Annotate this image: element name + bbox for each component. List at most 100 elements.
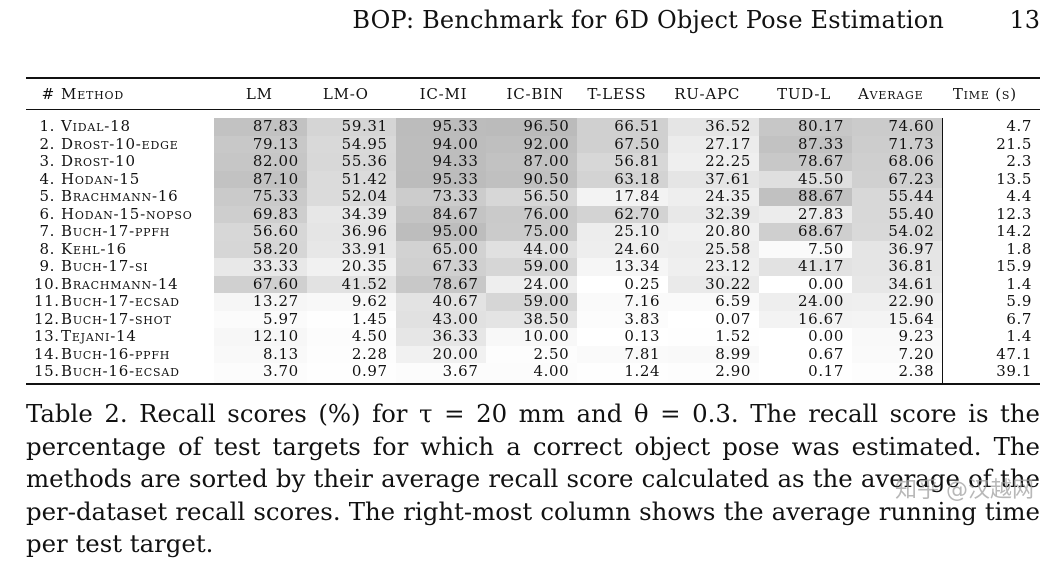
cell-time: 47.1 [996,344,1032,363]
cell-rank: 15. [34,362,60,380]
cell-average: 68.06 [851,152,944,171]
cell-t-less: 0.25 [577,275,669,293]
cell-method: Drost-10-edge [61,134,179,153]
cell-method: Hodan-15-nopso [61,204,193,223]
cell-tud-l: 0.67 [759,345,852,363]
cell-ic-mi: 84.67 [395,205,487,223]
cell-lm: 33.33 [213,257,307,276]
cell-method: Buch-17-ecsad [61,292,180,310]
cell-ic-bin: 4.00 [486,362,578,383]
cell-tud-l: 41.17 [759,257,852,276]
cell-lm: 12.10 [213,327,307,346]
cell-ru-apc: 30.22 [668,275,760,293]
table-row: 9. Buch-17-si 33.33 20.35 67.33 59.00 13.34 23.… [26,257,1040,276]
cell-lm-o: 51.42 [306,170,396,188]
cell-lm-o: 34.39 [306,205,396,223]
cell-ru-apc: 22.25 [668,152,760,171]
table-row: 11. Buch-17-ecsad 13.27 9.62 40.67 59.00 7.16 6… [26,292,1040,311]
column-header-lm-o: LM-O [322,85,369,103]
column-header-rank: # [41,85,56,103]
cell-lm-o: 0.97 [306,362,396,383]
cell-average: 36.97 [851,240,944,258]
cell-method: Hodan-15 [61,169,141,188]
cell-average: 74.60 [851,117,944,136]
table-row: 4. Hodan-15 87.10 51.42 95.33 90.50 63.18 37.61… [26,169,1040,188]
cell-rank: 14. [34,344,60,363]
cell-tud-l: 68.67 [759,222,852,241]
cell-tud-l: 78.67 [759,152,852,171]
table-row: 12. Buch-17-shot 5.97 1.45 43.00 38.50 3.83 0.0… [26,309,1040,328]
cell-lm-o: 20.35 [306,257,396,276]
cell-rank: 10. [34,274,60,293]
cell-rank: 2. [39,134,56,153]
cell-rank: 5. [39,187,56,205]
cell-ic-bin: 10.00 [486,327,578,346]
cell-lm: 82.00 [213,152,307,171]
cell-time: 5.9 [1006,292,1032,310]
cell-t-less: 1.24 [577,362,669,383]
cell-lm: 67.60 [213,275,307,293]
table-row: 5. Brachmann-16 75.33 52.04 73.33 56.50 17.84 2… [26,187,1040,206]
cell-rank: 6. [39,204,56,223]
cell-rank: 12. [34,309,60,328]
table-caption: Table 2. Recall scores (%) for τ = 20 mm… [26,399,1040,558]
cell-method: Kehl-16 [61,239,127,258]
cell-ic-mi: 65.00 [395,240,487,258]
cell-ru-apc: 25.58 [668,240,760,258]
cell-ru-apc: 24.35 [668,187,760,206]
cell-method: Brachmann-14 [61,274,179,293]
cell-average: 54.02 [851,222,944,241]
cell-method: Buch-17-ppfh [61,222,171,240]
cell-ic-bin: 59.00 [486,257,578,276]
table-row: 8. Kehl-16 58.20 33.91 65.00 44.00 24.60 25.58 7… [26,239,1040,258]
watermark-text: 知乎 @汉越网 [895,478,1034,503]
cell-lm-o: 41.52 [306,275,396,293]
cell-rank: 8. [39,239,56,258]
cell-ru-apc: 8.99 [668,345,760,363]
cell-time: 21.5 [996,134,1032,153]
cell-lm-o: 52.04 [306,187,396,206]
cell-lm: 8.13 [213,345,307,363]
cell-lm-o: 4.50 [306,327,396,346]
cell-t-less: 67.50 [577,135,669,153]
cell-average: 7.20 [851,345,944,363]
table-header-row: # Method LM LM-O IC-MI IC-BIN T-LESS RU-… [26,79,1040,110]
cell-time: 4.7 [1006,117,1032,135]
cell-tud-l: 80.17 [759,117,852,136]
cell-t-less: 63.18 [577,170,669,188]
cell-lm-o: 59.31 [306,117,396,136]
column-header-time: Time (s) [952,85,1017,103]
cell-rank: 7. [39,222,56,240]
cell-ru-apc: 20.80 [668,222,760,241]
cell-method: Buch-16-ecsad [61,362,180,380]
cell-rank: 9. [39,257,56,275]
cell-time: 12.3 [996,204,1032,223]
cell-lm-o: 55.36 [306,152,396,171]
column-header-average: Average [857,85,924,103]
cell-lm-o: 9.62 [306,292,396,311]
cell-ic-bin: 38.50 [486,310,578,328]
cell-tud-l: 45.50 [759,170,852,188]
cell-ic-bin: 59.00 [486,292,578,311]
cell-time: 4.4 [1006,187,1032,205]
cell-ic-bin: 87.00 [486,152,578,171]
cell-tud-l: 16.67 [759,310,852,328]
cell-ru-apc: 27.17 [668,135,760,153]
cell-ru-apc: 37.61 [668,170,760,188]
table-row: 14. Buch-16-ppfh 8.13 2.28 20.00 2.50 7.81 8.99… [26,344,1040,363]
cell-ic-mi: 95.00 [395,222,487,241]
cell-method: Buch-16-ppfh [61,344,171,363]
column-header-lm: LM [245,85,273,103]
cell-ru-apc: 36.52 [668,117,760,136]
cell-ic-bin: 75.00 [486,222,578,241]
cell-ru-apc: 1.52 [668,327,760,346]
cell-ic-bin: 24.00 [486,275,578,293]
cell-ic-mi: 67.33 [395,257,487,276]
cell-average: 2.38 [851,362,944,383]
cell-method: Tejani-14 [61,327,137,345]
cell-time: 15.9 [996,257,1032,275]
table-body: 1. Vidal-18 87.83 59.31 95.33 96.50 66.51 36.52… [26,109,1040,383]
cell-t-less: 17.84 [577,187,669,206]
cell-method: Vidal-18 [61,117,131,135]
cell-ic-mi: 94.00 [395,135,487,153]
